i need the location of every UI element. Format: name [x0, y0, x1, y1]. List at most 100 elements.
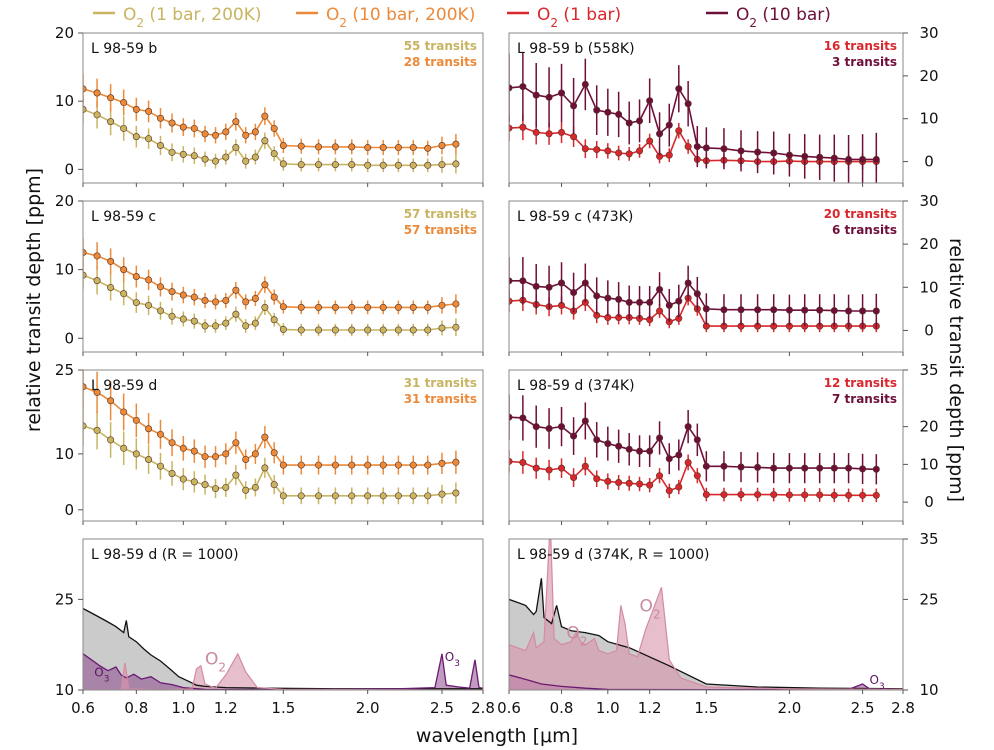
data-point [693, 436, 701, 444]
data-point [379, 492, 387, 500]
series-1 [509, 394, 880, 485]
data-point [452, 323, 460, 331]
series-line [83, 251, 456, 309]
data-point [801, 464, 809, 472]
data-point [604, 294, 612, 302]
series-0 [83, 95, 460, 174]
data-point [212, 131, 220, 139]
data-point [212, 298, 220, 306]
data-point [438, 142, 446, 150]
data-point [279, 461, 287, 469]
data-point [656, 472, 664, 480]
data-point [120, 444, 128, 452]
panel-title: L 98-59 d [91, 378, 157, 394]
data-point [132, 272, 140, 280]
data-point [665, 151, 673, 159]
data-point [179, 123, 187, 131]
data-point [830, 307, 838, 315]
data-point [545, 130, 553, 138]
panel-title: L 98-59 c [91, 209, 156, 225]
data-point [558, 423, 566, 431]
x-tick-label: 1.5 [694, 699, 718, 717]
plot-area [509, 257, 880, 333]
o3-line [509, 674, 903, 690]
plot-area [83, 73, 460, 174]
data-point [251, 128, 259, 136]
data-point [379, 161, 387, 169]
data-point [179, 150, 187, 158]
data-point [331, 326, 339, 334]
y-tick-label: 0 [924, 153, 934, 171]
data-point [665, 121, 673, 129]
data-point [656, 434, 664, 442]
panel-right-c: 20 transits 6 transits L 98-59 c (473K) 0 10… [508, 192, 939, 356]
data-point [242, 131, 250, 139]
data-point [754, 148, 762, 156]
data-point [646, 481, 654, 489]
transit-count: 16 transits [824, 39, 897, 53]
data-point [785, 151, 793, 159]
data-point [179, 291, 187, 299]
data-point [830, 154, 838, 162]
data-point [570, 474, 578, 482]
data-point [120, 266, 128, 274]
data-point [190, 152, 198, 160]
data-point [438, 161, 446, 169]
data-point [665, 487, 673, 495]
y-tick-label: 0 [924, 321, 934, 339]
y-tick-label: 25 [55, 361, 74, 379]
data-point [646, 137, 654, 145]
data-point [558, 89, 566, 97]
series-1 [509, 52, 880, 183]
data-point [179, 475, 187, 483]
data-point [232, 310, 240, 318]
data-point [754, 491, 762, 499]
data-point [297, 142, 305, 150]
data-point [615, 295, 623, 303]
series-line [509, 82, 877, 161]
plot-area [509, 394, 880, 503]
data-point [120, 408, 128, 416]
data-point [107, 118, 115, 126]
data-point [785, 491, 793, 499]
data-point [145, 425, 153, 433]
data-point [179, 315, 187, 323]
data-point [145, 276, 153, 284]
data-point [222, 450, 230, 458]
data-point [570, 288, 578, 296]
data-point [646, 298, 654, 306]
y-tick-label: 10 [919, 110, 938, 128]
data-point [593, 106, 601, 114]
panel-right-d: 12 transits 7 transits L 98-59 d (374K) 0 10… [508, 361, 939, 525]
data-point [222, 153, 230, 161]
data-point [519, 414, 527, 422]
data-point [509, 277, 513, 285]
data-point [232, 471, 240, 479]
data-point [675, 483, 683, 491]
data-point [845, 491, 853, 499]
y-tick-label: 20 [55, 192, 74, 210]
data-point [168, 439, 176, 447]
x-tick-label: 2.8 [891, 699, 915, 717]
data-point [570, 102, 578, 110]
data-point [270, 124, 278, 132]
data-point [270, 316, 278, 324]
series-1 [83, 73, 460, 156]
o2-area [83, 653, 483, 690]
data-point [816, 464, 824, 472]
o2-line [509, 539, 903, 690]
data-point [190, 317, 198, 325]
data-point [558, 128, 566, 136]
data-point [816, 491, 824, 499]
data-point [801, 152, 809, 160]
data-point [168, 469, 176, 477]
y-tick-label: 0 [64, 329, 74, 347]
transit-count: 7 transits [832, 392, 897, 406]
data-point [409, 144, 417, 152]
data-point [394, 461, 402, 469]
transit-count: 6 transits [832, 223, 897, 237]
data-point [737, 463, 745, 471]
data-point [409, 326, 417, 334]
data-point [656, 130, 664, 138]
data-point [315, 143, 323, 151]
